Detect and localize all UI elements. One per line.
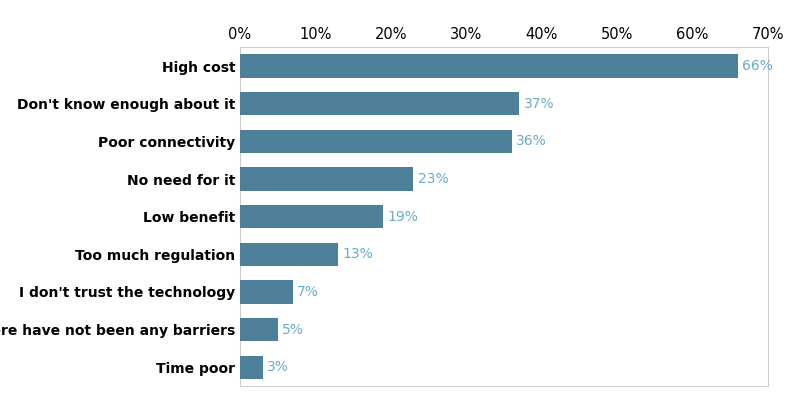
Bar	[240, 356, 262, 379]
Bar	[240, 280, 293, 304]
Text: 19%: 19%	[388, 210, 418, 224]
Text: 7%: 7%	[298, 285, 319, 299]
Text: 3%: 3%	[267, 360, 289, 374]
Text: 36%: 36%	[516, 134, 547, 149]
Text: 23%: 23%	[418, 172, 449, 186]
Text: 37%: 37%	[524, 97, 554, 111]
Bar	[240, 243, 338, 266]
Text: 66%: 66%	[742, 59, 774, 73]
Text: 13%: 13%	[342, 247, 374, 261]
Bar	[240, 54, 738, 78]
Bar	[240, 318, 278, 341]
Bar	[240, 167, 414, 191]
Bar	[240, 130, 511, 153]
Bar	[240, 205, 383, 229]
Text: 5%: 5%	[282, 323, 304, 336]
Bar	[240, 92, 519, 115]
